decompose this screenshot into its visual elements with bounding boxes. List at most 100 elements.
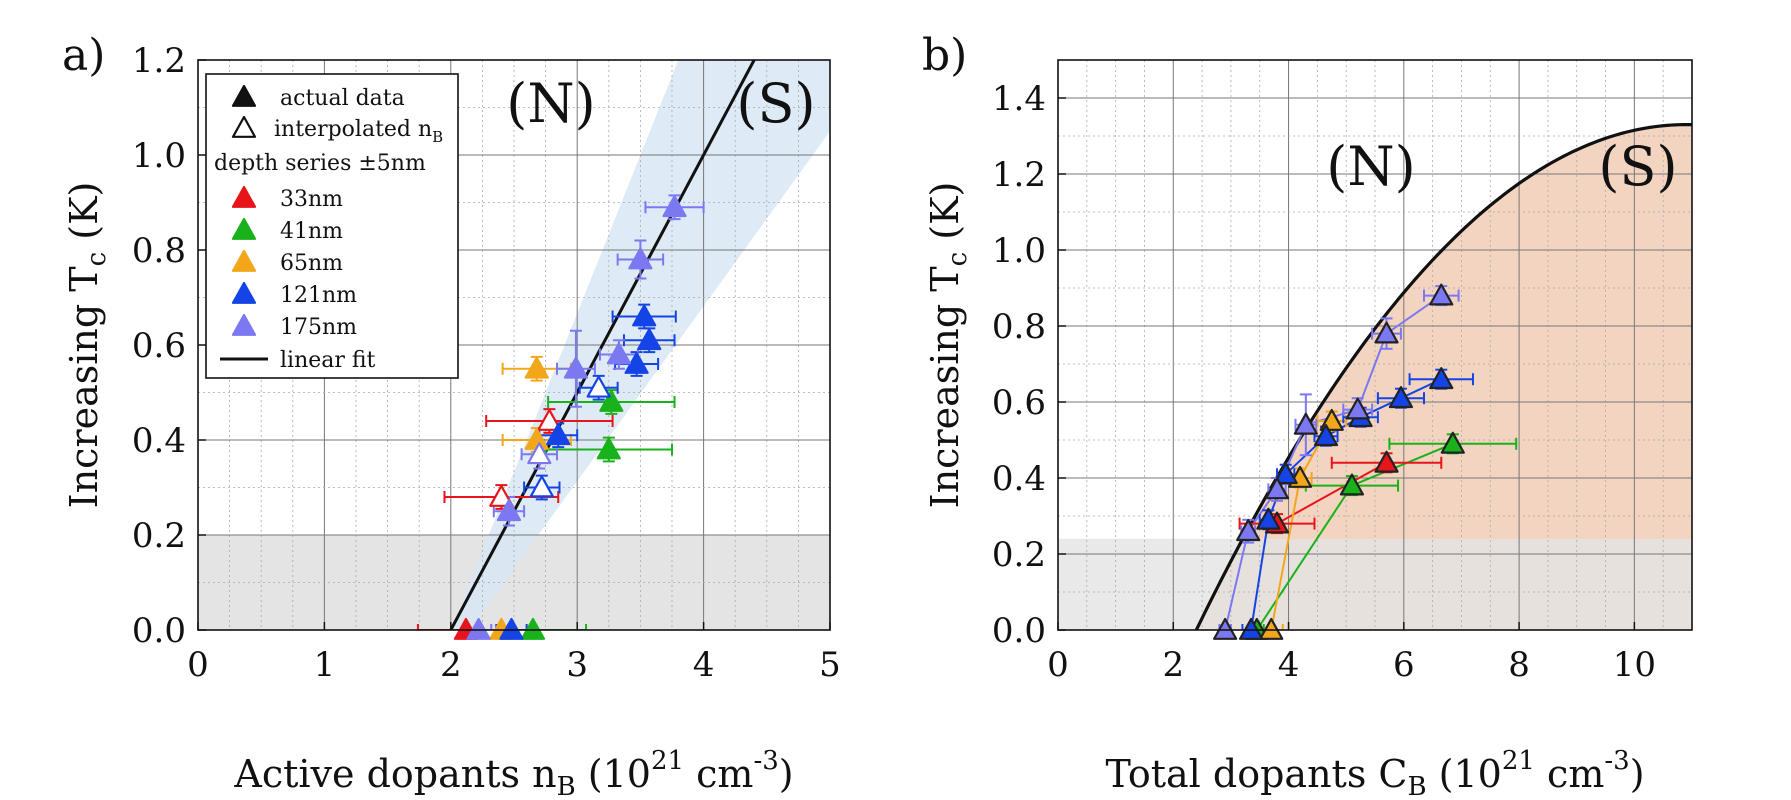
x-axis-label-part: Total dopants C xyxy=(1105,752,1407,796)
y-axis-label: Increasing Tc (K) xyxy=(923,182,973,509)
data-point-175nm xyxy=(1374,321,1399,344)
y-axis-label: Increasing Tc (K) xyxy=(62,182,112,509)
x-tick-label: 4 xyxy=(693,645,715,685)
x-axis-label-part: 21 xyxy=(1502,746,1535,776)
region-label-normal: (N) xyxy=(1326,135,1415,198)
data-point-175nm xyxy=(662,195,687,218)
data-point-41nm xyxy=(1339,473,1365,496)
legend-label-actual: actual data xyxy=(280,86,405,111)
x-tick-label: 10 xyxy=(1613,645,1656,685)
x-axis-label-part: cm xyxy=(1535,752,1604,796)
y-axis-label-part: c xyxy=(943,252,973,267)
legend-subscript: B xyxy=(432,128,443,146)
data-point-121nm xyxy=(632,304,657,327)
legend-label-depth: depth series ±5nm xyxy=(214,151,426,176)
y-axis-label-part: (K) xyxy=(62,182,106,252)
y-tick-label: 1.0 xyxy=(992,231,1046,271)
y-tick-label: 0.4 xyxy=(992,459,1046,499)
legend-marker-175nm xyxy=(231,313,257,336)
legend-label-41nm: 41nm xyxy=(280,219,343,244)
x-axis-label-part: ) xyxy=(1630,752,1645,796)
data-point-121nm xyxy=(1388,386,1414,409)
linear-fit-line xyxy=(449,60,756,630)
x-axis-label-part: ) xyxy=(779,752,794,796)
data-point-121nm xyxy=(546,423,571,446)
y-tick-label: 1.4 xyxy=(992,79,1046,119)
y-axis-label-part: Increasing T xyxy=(923,266,967,508)
data-point-175nm xyxy=(628,247,653,270)
data-point-121nm xyxy=(529,475,554,498)
x-tick-label: 3 xyxy=(566,645,588,685)
data-point-41nm xyxy=(596,437,621,460)
data-point-175nm xyxy=(1293,412,1318,435)
legend-label-interpolated: interpolated nB xyxy=(274,117,443,146)
x-axis-label-part: -3 xyxy=(753,746,778,776)
x-axis-label: Total dopants CB (1021 cm-3) xyxy=(1105,746,1644,800)
legend-label-33nm: 33nm xyxy=(280,187,343,212)
data-point-175nm xyxy=(606,342,632,365)
y-tick-label: 0.2 xyxy=(992,535,1046,575)
series-line-33nm xyxy=(1276,461,1388,525)
data-point-121nm xyxy=(586,375,611,398)
x-tick-label: 2 xyxy=(440,645,462,685)
legend-marker-41nm xyxy=(231,217,257,240)
x-axis-label-part: Active dopants n xyxy=(233,752,556,796)
data-point-121nm xyxy=(1273,462,1298,485)
panel-label: a) xyxy=(62,30,105,81)
data-point-175nm xyxy=(1236,519,1261,542)
chart-panel-1: 0 2 4 6 8 10 0.0 0.2 0.4 0.6 0.8 1.0 1.2 1.4 b) Total d… xyxy=(922,30,1693,800)
data-point-121nm xyxy=(1238,617,1264,640)
plot-frame xyxy=(1057,59,1693,631)
x-axis-label-part: B xyxy=(1407,772,1426,800)
data-point-175nm xyxy=(496,499,522,522)
x-axis-label-part: B xyxy=(557,772,576,800)
data-point-121nm xyxy=(624,351,649,374)
y-tick-label: 0.4 xyxy=(132,421,186,461)
legend-marker-33nm xyxy=(231,185,257,208)
x-tick-label: 4 xyxy=(1278,645,1300,685)
y-tick-label: 0.8 xyxy=(132,231,186,271)
legend-label-65nm: 65nm xyxy=(280,251,343,276)
y-tick-label: 0.6 xyxy=(992,383,1046,423)
data-point-175nm xyxy=(1213,617,1238,640)
legend-marker-actual xyxy=(231,84,257,107)
y-axis-label-part: (K) xyxy=(923,182,967,252)
x-axis-label-part: (10 xyxy=(1427,752,1502,796)
legend-marker-interpolated xyxy=(231,115,257,138)
data-point-121nm xyxy=(1429,367,1454,390)
y-tick-label: 1.2 xyxy=(992,155,1046,195)
panel-label: b) xyxy=(922,30,967,81)
legend-label-121nm: 121nm xyxy=(280,283,357,308)
x-tick-label: 6 xyxy=(1393,645,1415,685)
data-point-41nm xyxy=(1440,431,1465,454)
data-point-175nm xyxy=(1345,397,1370,420)
region-label-normal: (N) xyxy=(506,72,595,135)
region-label-superconducting: (S) xyxy=(736,72,815,135)
x-tick-label: 1 xyxy=(314,645,336,685)
x-tick-label: 8 xyxy=(1508,645,1530,685)
region-label-superconducting: (S) xyxy=(1598,135,1677,198)
data-point-41nm xyxy=(520,617,546,640)
y-tick-label: 0.2 xyxy=(132,516,186,556)
data-point-175nm xyxy=(563,356,589,379)
data-point-175nm xyxy=(527,442,552,465)
y-tick-label: 0.0 xyxy=(132,611,186,651)
x-axis-label-part: (10 xyxy=(576,752,651,796)
data-point-121nm xyxy=(1313,424,1339,447)
legend-label-fit: linear fit xyxy=(280,348,376,373)
data-point-33nm xyxy=(537,408,562,431)
data-point-65nm xyxy=(524,356,549,379)
data-point-65nm xyxy=(1259,617,1284,640)
y-axis-label-part: c xyxy=(82,252,112,267)
data-point-33nm xyxy=(1374,450,1399,473)
x-tick-label: 0 xyxy=(187,645,209,685)
x-axis-label-part: cm xyxy=(684,752,753,796)
data-point-33nm xyxy=(489,484,514,507)
data-point-175nm xyxy=(1264,477,1290,500)
data-point-175nm xyxy=(466,617,491,640)
x-axis-label-part: 21 xyxy=(651,746,684,776)
x-tick-label: 0 xyxy=(1047,645,1069,685)
x-axis-label: Active dopants nB (1021 cm-3) xyxy=(233,746,793,800)
data-point-121nm xyxy=(1256,507,1281,530)
y-axis-label-part: Increasing T xyxy=(62,266,106,508)
